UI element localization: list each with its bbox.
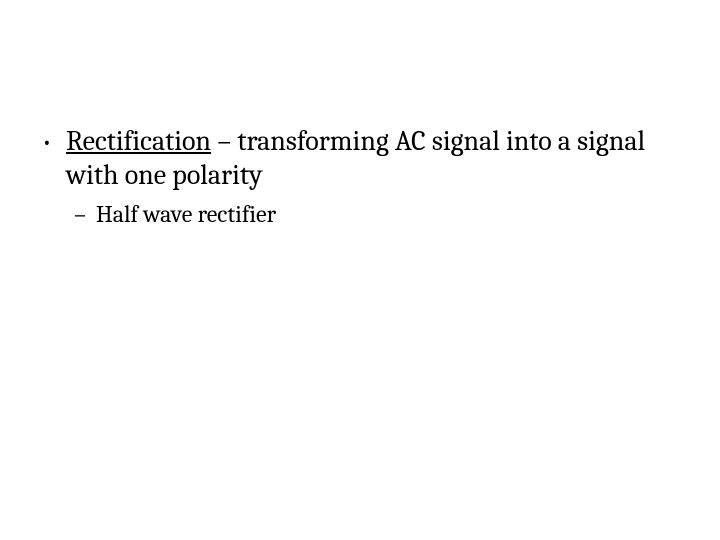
bullet-text-l2: Half wave rectifier: [96, 200, 660, 229]
bullet-marker-l1: •: [42, 125, 66, 159]
bullet-text-l1: Rectification – transforming AC signal i…: [66, 125, 660, 192]
term-rectification: Rectification: [66, 125, 211, 157]
bullet-marker-l2: –: [74, 200, 96, 229]
slide: • Rectification – transforming AC signal…: [0, 0, 720, 540]
bullet-level-2: – Half wave rectifier: [74, 200, 660, 229]
bullet-level-1: • Rectification – transforming AC signal…: [42, 125, 660, 192]
